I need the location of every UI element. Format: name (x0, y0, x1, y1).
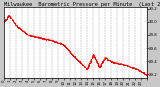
Text: Milwaukee  Barometric Pressure per Minute  (Last 24 Hours): Milwaukee Barometric Pressure per Minute… (4, 2, 160, 7)
